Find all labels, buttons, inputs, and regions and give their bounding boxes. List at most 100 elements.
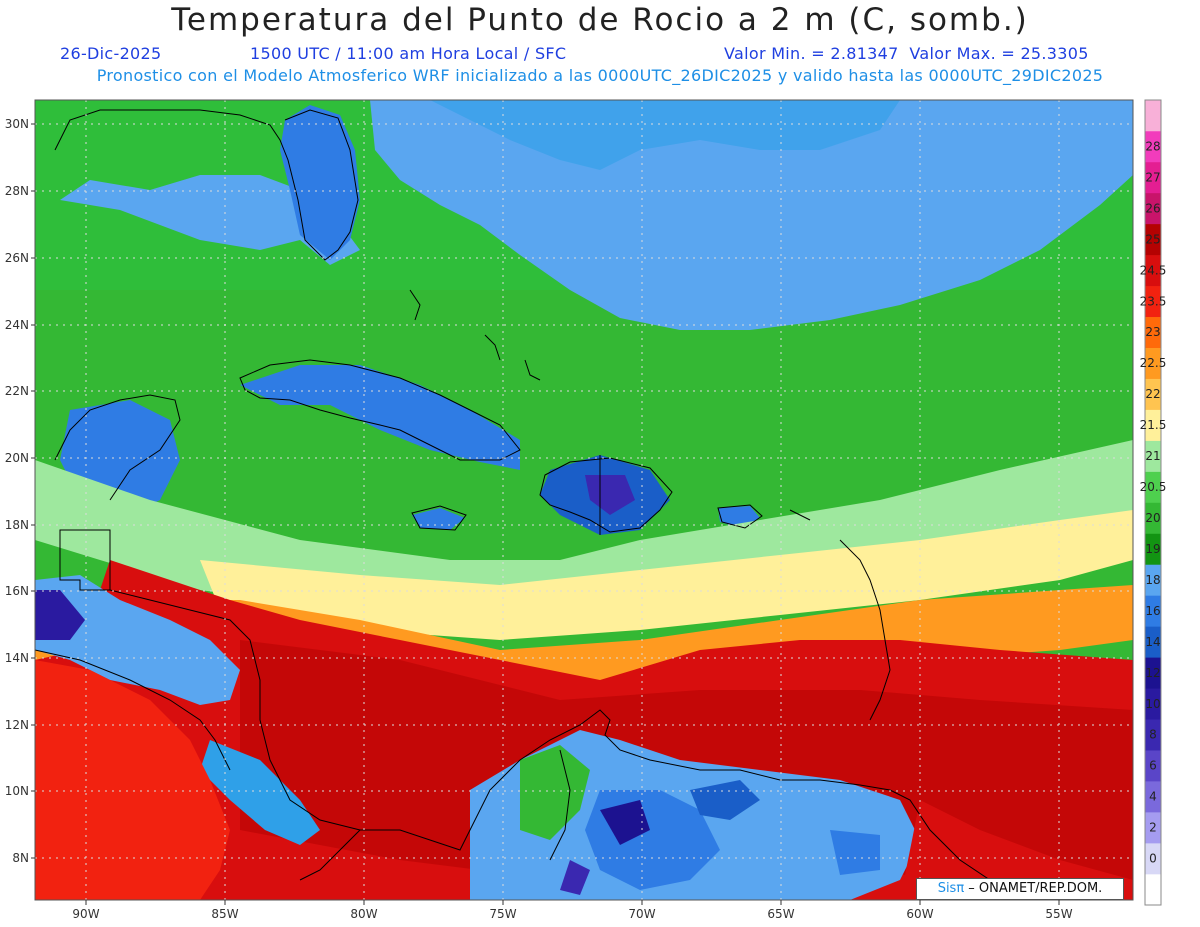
svg-text:70W: 70W <box>628 907 655 921</box>
forecast-time: 1500 UTC / 11:00 am Hora Local / SFC <box>250 44 567 63</box>
lat-label: 18N <box>5 518 35 532</box>
colorbar-swatch <box>1145 688 1161 720</box>
colorbar-legend: 0 2 4 6 8 10 12 14 16 18 19 20 20.5 21 21.5 22 22.5 23 23.… <box>1140 99 1167 906</box>
svg-text:22N: 22N <box>5 384 29 398</box>
colorbar-label: 10 <box>1145 697 1160 711</box>
dewpoint-field <box>35 100 1133 900</box>
colorbar-swatch <box>1145 533 1161 565</box>
model-info: Pronostico con el Modelo Atmosferico WRF… <box>96 66 1104 85</box>
colorbar-swatch <box>1145 626 1161 658</box>
colorbar-swatch <box>1145 285 1161 318</box>
colorbar-swatch <box>1145 812 1161 844</box>
svg-text:75W: 75W <box>489 907 516 921</box>
svg-text:16N: 16N <box>5 584 29 598</box>
credit-box: Sisπ – ONAMET/REP.DOM. <box>916 878 1124 900</box>
svg-text:18N: 18N <box>5 518 29 532</box>
lat-label: 12N <box>5 718 35 732</box>
lat-label: 28N <box>5 184 35 198</box>
colorbar-swatch <box>1145 657 1161 689</box>
colorbar-label: 0 <box>1149 852 1157 866</box>
colorbar-swatch <box>1145 161 1161 194</box>
map-title: Temperatura del Punto de Rocio a 2 m (C,… <box>171 2 1029 38</box>
colorbar-swatch <box>1145 223 1161 256</box>
colorbar-swatch <box>1145 100 1161 132</box>
colorbar-label: 8 <box>1149 728 1157 742</box>
colorbar-label: 23.5 <box>1140 294 1167 308</box>
lon-label: 65W <box>767 900 795 921</box>
colorbar-swatch <box>1145 781 1161 813</box>
svg-text:28N: 28N <box>5 184 29 198</box>
colorbar-swatch <box>1145 502 1161 534</box>
colorbar-label: 4 <box>1149 790 1157 804</box>
colorbar-label: 20.5 <box>1140 480 1167 494</box>
colorbar-label: 19 <box>1145 542 1160 556</box>
colorbar-swatch <box>1145 316 1161 348</box>
lat-label: 30N <box>5 117 35 131</box>
svg-text:65W: 65W <box>767 907 794 921</box>
colorbar-swatch <box>1145 130 1161 163</box>
colorbar-swatch <box>1145 843 1161 875</box>
graticule <box>35 100 1133 900</box>
map-frame <box>34 99 1134 901</box>
colorbar-label: 2 <box>1149 821 1157 835</box>
lon-label: 70W <box>628 900 656 921</box>
colorbar-label: 16 <box>1145 604 1160 618</box>
svg-text:20N: 20N <box>5 451 29 465</box>
min-max-values: Valor Min. = 2.81347 Valor Max. = 25.330… <box>724 44 1089 63</box>
latitude-labels: 30N 28N 26N 24N 22N 20N 18N 16N 14N 12N … <box>5 117 35 865</box>
svg-text:30N: 30N <box>5 117 29 131</box>
colorbar-label: 12 <box>1145 666 1160 680</box>
lon-label: 55W <box>1045 900 1073 921</box>
svg-text:8N: 8N <box>12 851 29 865</box>
lat-label: 10N <box>5 784 35 798</box>
colorbar-swatch <box>1145 440 1161 472</box>
svg-text:90W: 90W <box>72 907 99 921</box>
colorbar-label: 23 <box>1145 325 1160 339</box>
svg-text:12N: 12N <box>5 718 29 732</box>
svg-text:60W: 60W <box>906 907 933 921</box>
lon-label: 60W <box>906 900 934 921</box>
svg-text:26N: 26N <box>5 251 29 265</box>
colorbar-swatch <box>1145 409 1161 441</box>
forecast-date: 26-Dic-2025 <box>60 44 162 63</box>
colorbar-label: 21.5 <box>1140 418 1167 432</box>
colorbar-swatch <box>1145 192 1161 225</box>
colorbar-label: 26 <box>1145 201 1160 215</box>
lon-label: 75W <box>489 900 517 921</box>
colorbar-label: 6 <box>1149 759 1157 773</box>
colorbar-swatch <box>1145 378 1161 410</box>
svg-text:14N: 14N <box>5 651 29 665</box>
colorbar-label: 22 <box>1145 387 1160 401</box>
colorbar-swatch <box>1145 471 1161 503</box>
colorbar-frame <box>1144 99 1162 906</box>
svg-text:80W: 80W <box>350 907 377 921</box>
colorbar-label: 24.5 <box>1140 263 1167 277</box>
colorbar-label: 18 <box>1145 573 1160 587</box>
credit-text: – ONAMET/REP.DOM. <box>964 881 1103 896</box>
lat-label: 20N <box>5 451 35 465</box>
colorbar-swatch <box>1145 719 1161 751</box>
longitude-labels: 90W 85W 80W 75W 70W 65W 60W 55W <box>72 900 1073 921</box>
colorbar-swatch <box>1145 874 1161 906</box>
colorbar-label: 22.5 <box>1140 356 1167 370</box>
lat-label: 22N <box>5 384 35 398</box>
svg-text:10N: 10N <box>5 784 29 798</box>
colorbar-label: 27 <box>1145 170 1160 184</box>
colorbar-swatch <box>1145 347 1161 379</box>
lon-label: 90W <box>72 900 100 921</box>
svg-text:85W: 85W <box>211 907 238 921</box>
lat-label: 24N <box>5 318 35 332</box>
lat-label: 16N <box>5 584 35 598</box>
lat-label: 14N <box>5 651 35 665</box>
svg-text:55W: 55W <box>1045 907 1072 921</box>
lat-label: 8N <box>12 851 35 865</box>
lon-label: 80W <box>350 900 378 921</box>
colorbar-label: 28 <box>1145 139 1160 153</box>
colorbar-swatch <box>1145 595 1161 627</box>
coastlines <box>35 109 1021 891</box>
colorbar-label: 14 <box>1145 635 1160 649</box>
lat-label: 26N <box>5 251 35 265</box>
colorbar-label: 21 <box>1145 449 1160 463</box>
colorbar-swatch <box>1145 564 1161 596</box>
